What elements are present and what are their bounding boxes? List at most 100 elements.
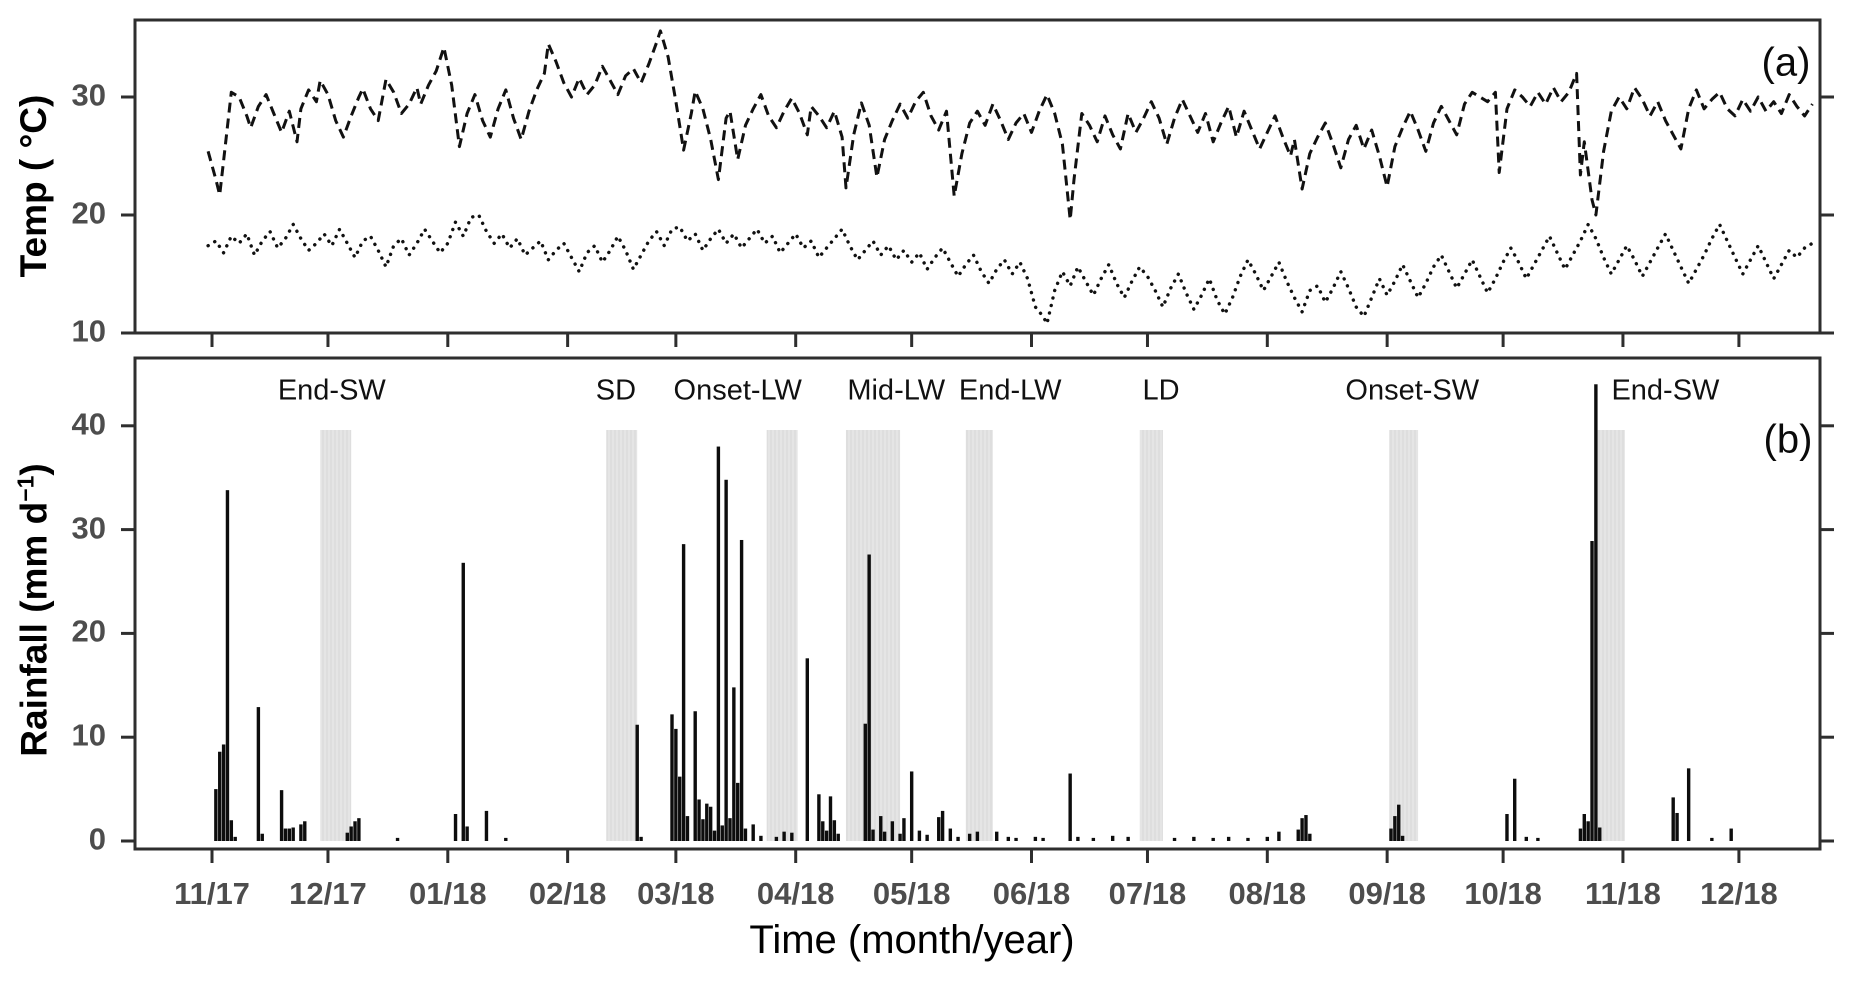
panel-b-y-tick-label-10: 10 xyxy=(71,717,106,753)
x-tick-label-02-18: 02/18 xyxy=(528,876,607,911)
panel-a-y-tick-label-20: 20 xyxy=(71,195,106,231)
rain-bar-day-208 xyxy=(1014,837,1018,841)
x-axis-title: Time (month/year) xyxy=(749,918,1075,962)
rain-bar-day-173 xyxy=(879,816,883,841)
panel-b-y-tick-label-20: 20 xyxy=(71,613,106,649)
rain-bar-day-282 xyxy=(1300,818,1304,841)
x-tick-label-07-18: 07/18 xyxy=(1108,876,1187,911)
rain-bar-day-150 xyxy=(790,832,794,841)
rain-bar-day-5 xyxy=(229,820,234,841)
rain-bar-day-126 xyxy=(697,799,701,841)
rain-bar-day-308 xyxy=(1400,835,1405,841)
x-tick-label-01-18: 01/18 xyxy=(409,876,487,911)
season-label-mid-lw-3: Mid-LW xyxy=(847,374,946,407)
rain-bar-day-222 xyxy=(1068,773,1072,841)
x-tick-label-12-18: 12/18 xyxy=(1700,876,1778,911)
rain-bar-day-273 xyxy=(1265,836,1270,841)
rain-bar-day-189 xyxy=(940,810,945,841)
rain-bar-day-305 xyxy=(1389,828,1393,841)
rain-bar-day-4 xyxy=(225,490,230,841)
panel-b-y-tick-label-0: 0 xyxy=(88,821,106,857)
rain-bar-day-283 xyxy=(1304,815,1308,841)
rain-bar-day-388 xyxy=(1710,837,1714,841)
rain-bar-day-130 xyxy=(712,830,717,841)
rain-bar-day-174 xyxy=(882,831,887,841)
season-label-onset-sw-6: Onset-SW xyxy=(1345,374,1480,407)
rain-bar-day-181 xyxy=(909,771,914,841)
rain-bar-day-354 xyxy=(1578,828,1583,841)
season-label-end-sw-0: End-SW xyxy=(277,374,386,407)
rain-bar-day-135 xyxy=(732,687,736,841)
rain-bar-day-125 xyxy=(693,711,697,841)
rain-bar-day-146 xyxy=(774,836,779,841)
rain-bar-day-19 xyxy=(283,828,288,841)
rain-bar-day-128 xyxy=(705,803,709,841)
rain-bar-day-206 xyxy=(1006,836,1011,841)
rain-bar-day-343 xyxy=(1536,837,1540,841)
rain-bar-day-76 xyxy=(504,837,508,841)
rain-bar-day-23 xyxy=(299,824,303,841)
daily-minimum-temperature-line xyxy=(206,213,1815,326)
rain-bar-day-169 xyxy=(863,723,867,841)
rain-bar-day-24 xyxy=(303,821,307,841)
rain-bar-day-188 xyxy=(937,817,941,841)
rain-bar-day-38 xyxy=(357,818,361,841)
rain-bar-day-66 xyxy=(465,826,469,841)
rain-bar-day-228 xyxy=(1091,837,1096,841)
panel-b-letter: (b) xyxy=(1763,417,1813,462)
panel-b-y-tick-label-30: 30 xyxy=(71,510,106,546)
rain-bar-day-136 xyxy=(736,782,740,841)
season-label-sd-1: SD xyxy=(595,374,637,407)
panel-b-frame xyxy=(133,356,1822,851)
rain-bar-day-134 xyxy=(728,818,732,841)
rain-bar-day-382 xyxy=(1686,768,1691,841)
rain-bar-day-215 xyxy=(1041,837,1045,841)
x-tick-label-08-18: 08/18 xyxy=(1228,876,1307,911)
rain-bar-day-178 xyxy=(898,833,902,841)
rain-bar-day-268 xyxy=(1246,837,1250,841)
rain-bar-day-378 xyxy=(1671,797,1675,841)
rain-bar-day-131 xyxy=(716,446,721,841)
season-band-mid-lw-3 xyxy=(845,430,901,841)
rain-bar-day-132 xyxy=(720,825,724,841)
rain-bar-day-129 xyxy=(708,806,713,841)
rain-bar-day-203 xyxy=(995,831,999,841)
rain-bar-day-306 xyxy=(1393,816,1397,841)
rain-bar-day-120 xyxy=(674,728,678,841)
season-label-end-lw-4: End-LW xyxy=(958,374,1062,407)
rain-bar-day-137 xyxy=(739,539,744,841)
rain-bar-day-179 xyxy=(902,818,906,841)
rain-bar-day-198 xyxy=(975,831,980,841)
x-tick-label-11-17: 11/17 xyxy=(174,876,250,911)
rain-bar-day-20 xyxy=(287,828,292,841)
panel-a-frame xyxy=(133,18,1822,335)
rain-bar-day-133 xyxy=(724,479,728,841)
rain-bar-day-284 xyxy=(1308,833,1312,841)
rain-bar-day-119 xyxy=(670,714,674,841)
season-band-onset-sw-6 xyxy=(1389,430,1419,841)
rain-bar-day-142 xyxy=(759,835,763,841)
rain-bar-day-158 xyxy=(821,821,825,841)
rain-bar-day-110 xyxy=(635,724,639,841)
x-tick-label-12-17: 12/17 xyxy=(289,876,367,911)
rain-bar-day-358 xyxy=(1594,384,1598,841)
panel-b-y-axis-title-close: ) xyxy=(13,463,55,476)
rain-bar-day-259 xyxy=(1211,837,1215,841)
rain-bar-day-13 xyxy=(260,833,264,841)
season-label-ld-5: LD xyxy=(1142,374,1180,407)
rain-bar-day-281 xyxy=(1296,829,1300,841)
rain-bar-day-65 xyxy=(461,562,465,841)
rain-bar-day-157 xyxy=(817,794,821,841)
rain-bar-day-191 xyxy=(948,828,953,841)
rain-bar-day-127 xyxy=(701,819,705,841)
x-tick-label-09-18: 09/18 xyxy=(1348,876,1426,911)
rain-bar-day-161 xyxy=(832,820,837,841)
rain-bar-day-193 xyxy=(956,836,960,841)
season-band-end-sw-0 xyxy=(320,430,352,841)
rain-bar-day-263 xyxy=(1226,836,1231,841)
rain-bar-day-121 xyxy=(678,776,682,841)
season-band-end-sw-7 xyxy=(1595,430,1625,841)
rain-bar-day-140 xyxy=(751,824,755,841)
panel-a-letter: (a) xyxy=(1761,40,1811,85)
